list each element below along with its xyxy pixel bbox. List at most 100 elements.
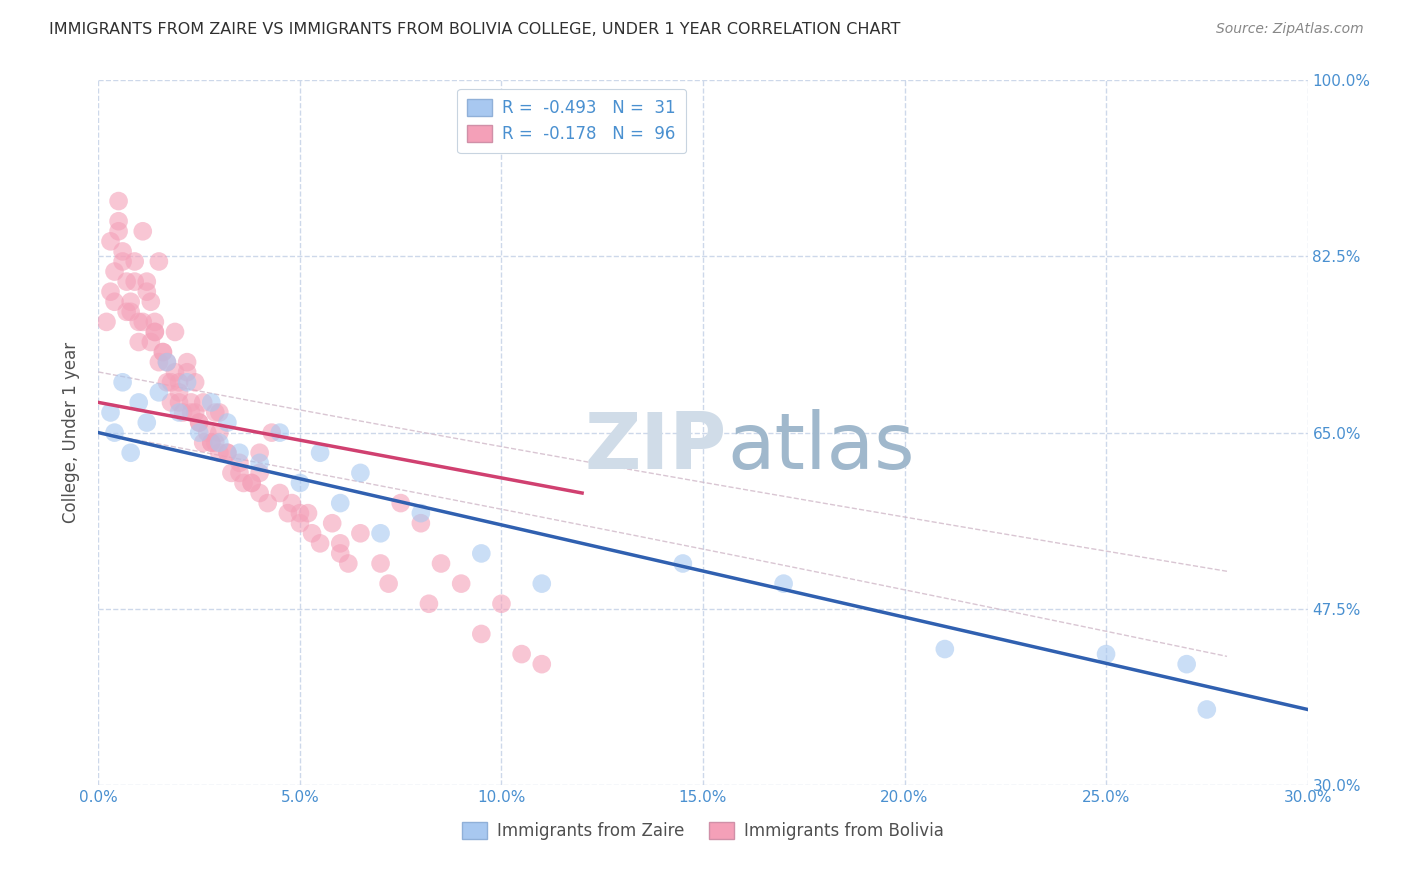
Text: IMMIGRANTS FROM ZAIRE VS IMMIGRANTS FROM BOLIVIA COLLEGE, UNDER 1 YEAR CORRELATI: IMMIGRANTS FROM ZAIRE VS IMMIGRANTS FROM… [49, 22, 901, 37]
Point [107, 194, 129, 208]
Point [249, 446, 271, 460]
Point [100, 405, 122, 419]
Point [329, 546, 352, 560]
Point [288, 516, 311, 531]
Point [260, 425, 283, 440]
Point [208, 425, 231, 440]
Point [132, 224, 155, 238]
Point [269, 425, 291, 440]
Point [430, 557, 453, 571]
Point [409, 506, 432, 520]
Point [309, 536, 332, 550]
Point [208, 405, 231, 419]
Point [180, 405, 202, 419]
Point [510, 647, 533, 661]
Point [349, 466, 371, 480]
Point [180, 395, 202, 409]
Point [176, 365, 198, 379]
Point [337, 557, 360, 571]
Point [160, 395, 183, 409]
Point [120, 294, 142, 309]
Y-axis label: College, Under 1 year: College, Under 1 year [62, 342, 80, 524]
Text: Source: ZipAtlas.com: Source: ZipAtlas.com [1216, 22, 1364, 37]
Point [124, 275, 146, 289]
Legend: Immigrants from Zaire, Immigrants from Bolivia: Immigrants from Zaire, Immigrants from B… [456, 815, 950, 847]
Point [156, 355, 179, 369]
Point [176, 355, 198, 369]
Point [370, 526, 392, 541]
Point [389, 496, 412, 510]
Point [103, 425, 125, 440]
Point [188, 425, 211, 440]
Point [200, 435, 222, 450]
Point [200, 395, 222, 409]
Point [204, 435, 226, 450]
Point [228, 466, 250, 480]
Point [135, 275, 157, 289]
Point [418, 597, 440, 611]
Point [208, 435, 231, 450]
Point [139, 294, 162, 309]
Point [288, 475, 311, 490]
Point [217, 446, 239, 460]
Point [152, 345, 174, 359]
Point [228, 446, 250, 460]
Point [100, 285, 122, 299]
Point [217, 416, 239, 430]
Point [470, 546, 492, 560]
Point [135, 285, 157, 299]
Point [184, 376, 207, 390]
Point [349, 526, 371, 541]
Point [288, 506, 311, 520]
Point [193, 395, 215, 409]
Point [188, 416, 211, 430]
Point [200, 435, 222, 450]
Point [128, 395, 150, 409]
Point [128, 315, 150, 329]
Point [188, 416, 211, 430]
Point [240, 475, 263, 490]
Point [115, 305, 138, 319]
Point [277, 506, 299, 520]
Point [103, 294, 125, 309]
Point [176, 376, 198, 390]
Point [256, 496, 278, 510]
Point [232, 475, 254, 490]
Point [329, 536, 352, 550]
Point [124, 254, 146, 268]
Point [143, 325, 166, 339]
Point [148, 355, 170, 369]
Point [321, 516, 343, 531]
Point [530, 657, 553, 672]
Text: atlas: atlas [727, 409, 915, 484]
Point [530, 576, 553, 591]
Point [107, 224, 129, 238]
Point [148, 385, 170, 400]
Point [143, 325, 166, 339]
Point [1175, 657, 1198, 672]
Point [167, 385, 190, 400]
Point [1095, 647, 1118, 661]
Point [377, 576, 399, 591]
Point [167, 405, 190, 419]
Point [217, 446, 239, 460]
Point [1195, 702, 1218, 716]
Point [370, 557, 392, 571]
Point [772, 576, 794, 591]
Point [163, 325, 186, 339]
Point [934, 642, 956, 657]
Point [120, 305, 142, 319]
Point [152, 345, 174, 359]
Point [240, 475, 263, 490]
Point [172, 405, 194, 419]
Point [111, 376, 134, 390]
Point [249, 456, 271, 470]
Point [450, 576, 472, 591]
Point [167, 395, 190, 409]
Point [107, 214, 129, 228]
Point [301, 526, 323, 541]
Point [163, 365, 186, 379]
Point [208, 446, 231, 460]
Point [672, 557, 695, 571]
Point [135, 416, 157, 430]
